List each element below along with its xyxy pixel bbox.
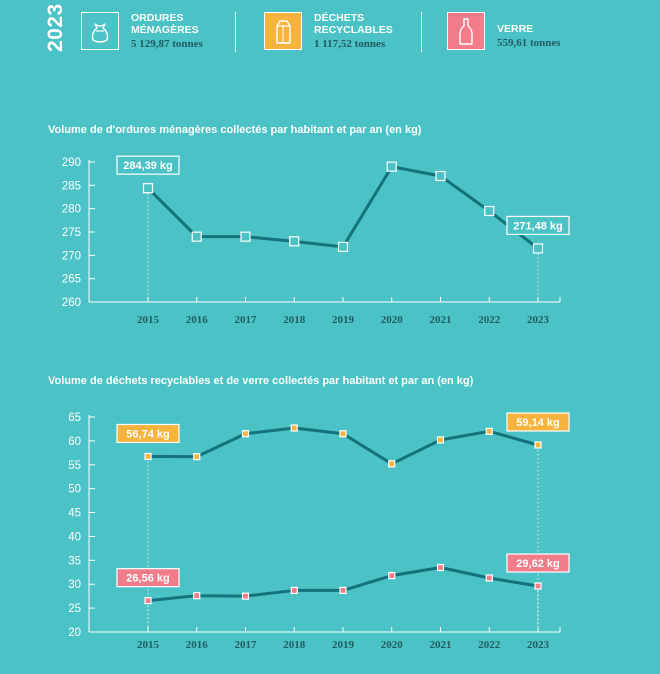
x-tick-label: 2016: [186, 639, 209, 651]
data-label: 29,62 kg: [516, 558, 559, 570]
kpi-label: DÉCHETS: [314, 12, 365, 24]
x-tick-label: 2023: [527, 639, 550, 651]
data-point: [337, 241, 349, 253]
x-tick-label: 2019: [332, 639, 355, 651]
data-point: [485, 574, 493, 582]
kpi-label: ORDURES: [131, 12, 184, 24]
data-point: [484, 205, 495, 217]
carton-icon: [264, 12, 302, 50]
data-label: 26,56 kg: [126, 573, 169, 585]
kpi-label: VERRE: [497, 23, 534, 35]
data-point: [534, 441, 542, 449]
divider: [235, 12, 236, 52]
y-tick-label: 65: [68, 412, 81, 424]
data-point: [388, 460, 396, 468]
data-point: [339, 586, 347, 595]
data-point: [388, 572, 396, 580]
x-tick-label: 2021: [430, 639, 452, 651]
x-tick-label: 2019: [332, 314, 355, 326]
data-label-box: [506, 412, 570, 432]
x-tick-label: 2018: [283, 639, 306, 651]
data-label: 284,39 kg: [123, 160, 173, 172]
y-tick-label: 290: [62, 157, 81, 169]
data-point: [193, 592, 201, 600]
data-point: [241, 430, 250, 438]
y-tick-label: 20: [68, 627, 81, 639]
x-tick-label: 2015: [137, 314, 160, 326]
y-tick-label: 50: [68, 484, 81, 496]
y-tick-label: 60: [68, 436, 81, 448]
data-label: 56,74 kg: [126, 428, 169, 440]
data-point: [240, 231, 251, 242]
data-point: [532, 243, 544, 254]
data-point: [339, 430, 347, 438]
data-point: [191, 231, 202, 242]
y-tick-label: 40: [68, 531, 81, 543]
x-tick-label: 2020: [381, 314, 404, 326]
x-tick-label: 2016: [186, 314, 209, 326]
y-tick-label: 280: [62, 204, 81, 216]
x-tick-label: 2022: [478, 639, 501, 651]
data-point: [485, 427, 493, 435]
x-tick-label: 2021: [430, 314, 452, 326]
data-point: [241, 592, 250, 600]
y-tick-label: 25: [68, 603, 81, 615]
data-point: [290, 586, 298, 595]
chart-title-household: Volume de d'ordures ménagères collectés …: [48, 124, 422, 136]
x-tick-label: 2018: [283, 314, 306, 326]
bottle-icon: [447, 12, 485, 50]
data-point: [534, 582, 542, 590]
y-tick-label: 275: [62, 227, 81, 239]
data-label-box: [116, 568, 180, 588]
data-point: [436, 436, 445, 444]
data-label-box: [116, 423, 180, 444]
data-label-box: [506, 215, 570, 236]
data-label: 59,14 kg: [516, 417, 559, 429]
data-point: [144, 597, 152, 605]
x-tick-label: 2017: [235, 639, 258, 651]
data-point: [290, 424, 298, 432]
data-point: [435, 170, 446, 182]
data-point: [436, 563, 445, 572]
trash-bag-icon: [81, 12, 119, 50]
kpi-value: 5 129,87 tonnes: [131, 38, 203, 50]
data-point: [289, 236, 300, 247]
data-label-box: [506, 553, 570, 573]
kpi-label: MÉNAGÈRES: [131, 24, 199, 36]
x-tick-label: 2022: [478, 314, 501, 326]
divider: [421, 12, 422, 52]
y-tick-label: 285: [62, 180, 81, 192]
data-point: [144, 452, 152, 461]
y-tick-label: 265: [62, 274, 81, 286]
kpi-value: 559,61 tonnes: [497, 37, 561, 49]
y-tick-label: 55: [68, 460, 81, 472]
chart-title-recyclable-glass: Volume de déchets recyclables et de verr…: [48, 375, 474, 387]
data-point: [386, 161, 397, 172]
data-point: [193, 453, 201, 461]
data-label-box: [116, 155, 180, 175]
x-tick-label: 2015: [137, 639, 160, 651]
x-tick-label: 2017: [235, 314, 258, 326]
y-tick-label: 45: [68, 508, 81, 520]
y-tick-label: 35: [68, 555, 81, 567]
kpi-value: 1 117,52 tonnes: [314, 38, 386, 50]
data-point: [142, 183, 154, 194]
y-tick-label: 260: [62, 297, 81, 309]
x-tick-label: 2020: [381, 639, 404, 651]
kpi-label: RECYCLABLES: [314, 24, 393, 36]
y-tick-label: 30: [68, 579, 81, 591]
x-tick-label: 2023: [527, 314, 550, 326]
data-label: 271,48 kg: [513, 220, 563, 232]
y-tick-label: 270: [62, 250, 81, 262]
series-line: [147, 566, 539, 603]
